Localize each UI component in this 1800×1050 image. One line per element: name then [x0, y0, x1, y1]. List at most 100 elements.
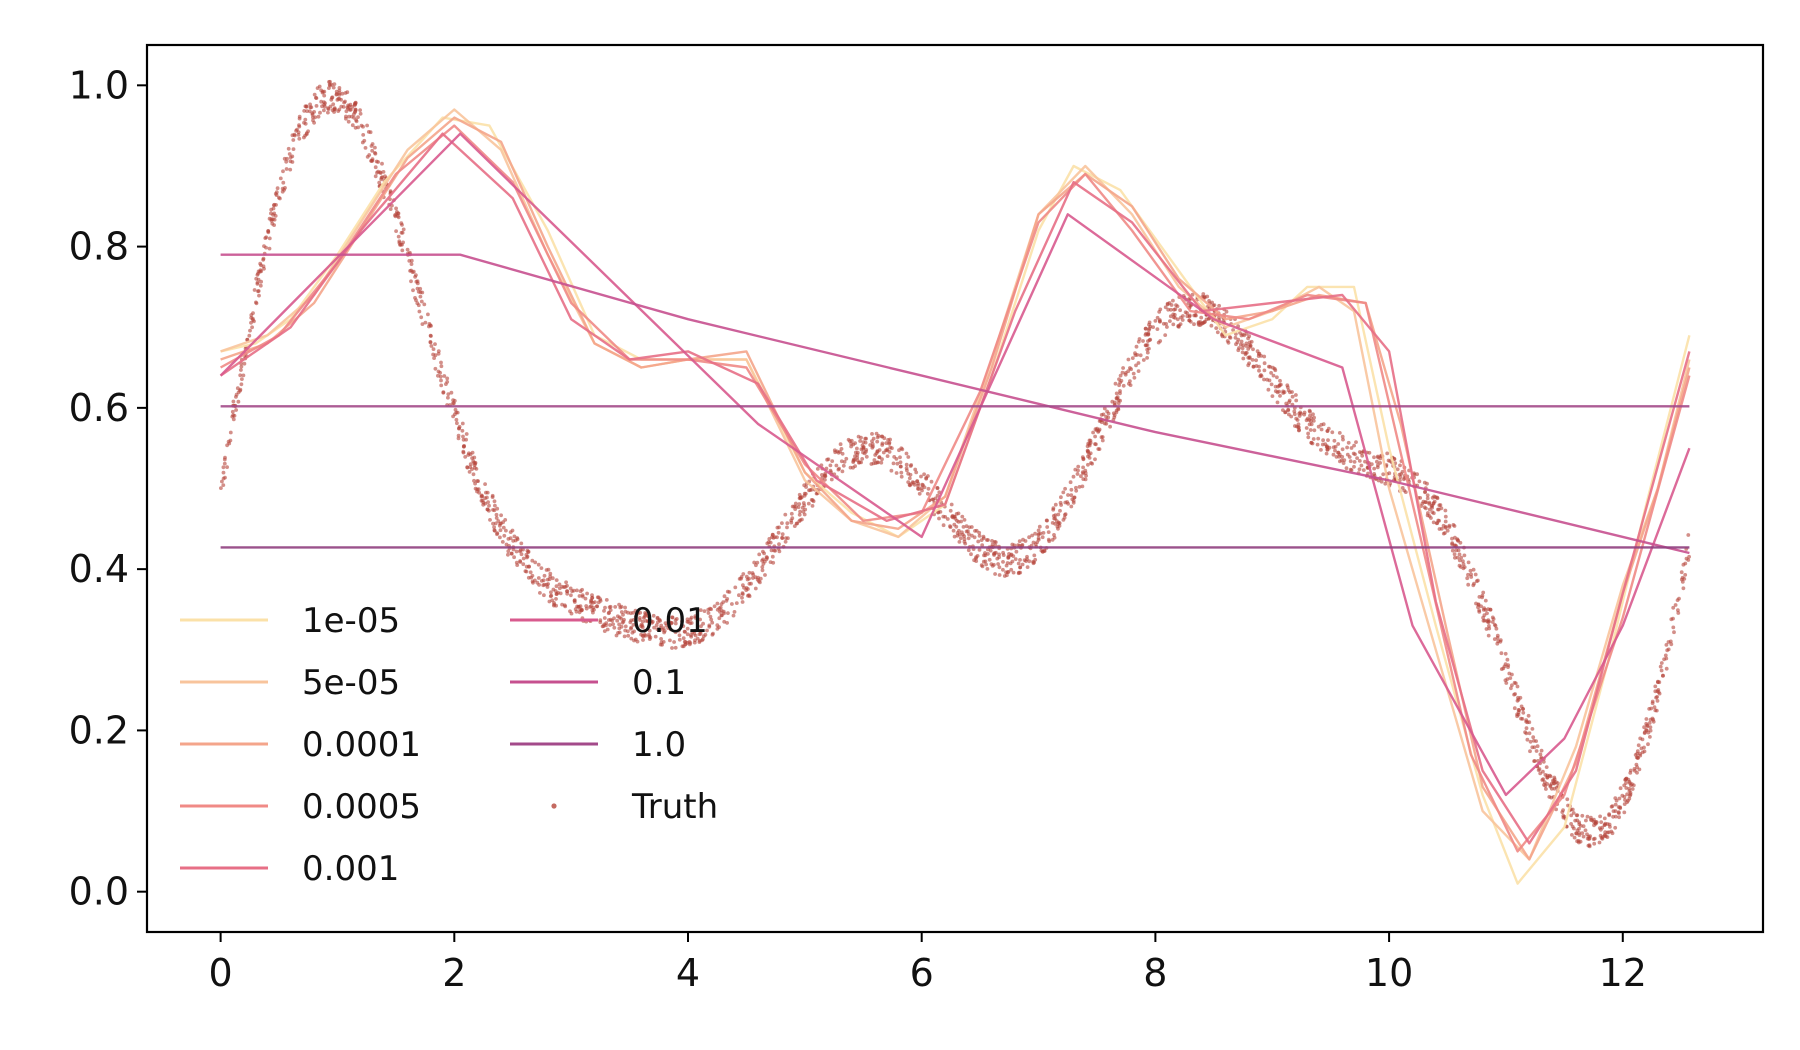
truth-point: [398, 243, 402, 247]
truth-point: [1005, 570, 1010, 575]
truth-point: [288, 167, 293, 172]
truth-point: [803, 507, 808, 512]
truth-point: [1340, 454, 1345, 459]
truth-point: [685, 626, 690, 631]
truth-point: [284, 159, 289, 164]
truth-point: [1420, 501, 1425, 506]
truth-point: [400, 248, 405, 253]
truth-point: [649, 619, 654, 624]
truth-point: [926, 486, 931, 491]
truth-point: [238, 387, 243, 392]
truth-point: [1228, 336, 1233, 340]
truth-point: [1682, 577, 1687, 581]
truth-point: [876, 434, 881, 438]
truth-point: [1628, 792, 1633, 797]
truth-point: [1488, 607, 1493, 612]
truth-point: [1344, 466, 1349, 471]
truth-point: [1257, 368, 1261, 373]
truth-point: [542, 573, 547, 578]
truth-point: [1123, 372, 1128, 377]
series-line-3: [220, 124, 1691, 853]
truth-point: [519, 541, 524, 546]
truth-point: [835, 449, 839, 454]
truth-point: [974, 556, 978, 561]
truth-point: [239, 368, 243, 372]
truth-point: [749, 581, 753, 586]
truth-point: [1080, 484, 1085, 489]
truth-point: [741, 572, 746, 576]
truth-point: [1056, 512, 1061, 517]
truth-point: [1684, 556, 1689, 561]
truth-point: [1294, 393, 1298, 397]
truth-point: [1651, 717, 1656, 722]
truth-point: [997, 573, 1002, 577]
truth-point: [1071, 474, 1076, 479]
truth-point: [548, 594, 553, 599]
truth-point: [1443, 519, 1448, 524]
truth-point: [1081, 477, 1086, 481]
truth-point: [644, 619, 648, 623]
truth-point: [688, 621, 693, 626]
truth-point: [307, 109, 312, 114]
truth-point: [1233, 335, 1238, 340]
truth-point: [536, 562, 541, 567]
truth-point: [668, 638, 672, 643]
truth-point: [275, 186, 280, 191]
truth-point: [1255, 349, 1260, 354]
truth-point: [292, 132, 297, 137]
truth-point: [642, 614, 647, 619]
truth-point: [572, 598, 577, 603]
legend-item: 1.0: [510, 725, 686, 765]
truth-point: [1326, 438, 1330, 442]
truth-point: [413, 296, 417, 300]
truth-point: [1680, 580, 1685, 584]
legend: 1e-05 5e-05 0.0001 0.0005 0.001 0.01 0.1 1.0 Tru…: [180, 601, 718, 889]
truth-point: [829, 477, 834, 482]
truth-point: [638, 610, 643, 615]
truth-point: [1339, 458, 1344, 463]
truth-point: [1572, 826, 1576, 831]
y-tick-label: 0.0: [69, 870, 129, 914]
truth-point: [1178, 308, 1182, 313]
truth-point: [506, 552, 510, 557]
truth-point: [1276, 384, 1280, 389]
truth-point: [580, 587, 584, 592]
truth-point: [1074, 488, 1079, 493]
truth-point: [1346, 440, 1351, 445]
truth-point: [1100, 438, 1105, 443]
truth-point: [373, 151, 378, 156]
truth-point: [623, 628, 628, 633]
truth-point: [925, 491, 930, 496]
truth-point: [1306, 431, 1310, 436]
truth-point: [1288, 390, 1292, 395]
series-line-5: [219, 132, 1691, 797]
truth-point: [1349, 468, 1354, 472]
truth-point: [1447, 525, 1452, 529]
truth-point: [685, 632, 690, 637]
truth-point: [320, 90, 325, 95]
truth-point: [241, 373, 246, 378]
truth-point: [1108, 424, 1112, 429]
legend-item: 0.01: [510, 601, 708, 641]
truth-point: [547, 577, 552, 582]
truth-point: [1427, 500, 1432, 505]
truth-point: [465, 465, 470, 470]
truth-point: [950, 514, 955, 518]
truth-point: [1246, 347, 1251, 351]
truth-point: [248, 328, 252, 333]
truth-point: [1443, 514, 1448, 519]
truth-point: [673, 630, 678, 635]
truth-point: [1319, 427, 1324, 432]
truth-point: [877, 455, 881, 460]
truth-point: [409, 279, 413, 284]
truth-point: [1627, 789, 1632, 793]
truth-point: [1273, 389, 1278, 393]
truth-point: [1016, 543, 1020, 548]
truth-point: [1294, 416, 1299, 421]
truth-point: [876, 460, 880, 465]
truth-point: [1679, 570, 1684, 575]
truth-point: [1278, 378, 1282, 383]
truth-point: [261, 256, 266, 261]
truth-point: [631, 618, 636, 622]
truth-point: [483, 482, 487, 486]
